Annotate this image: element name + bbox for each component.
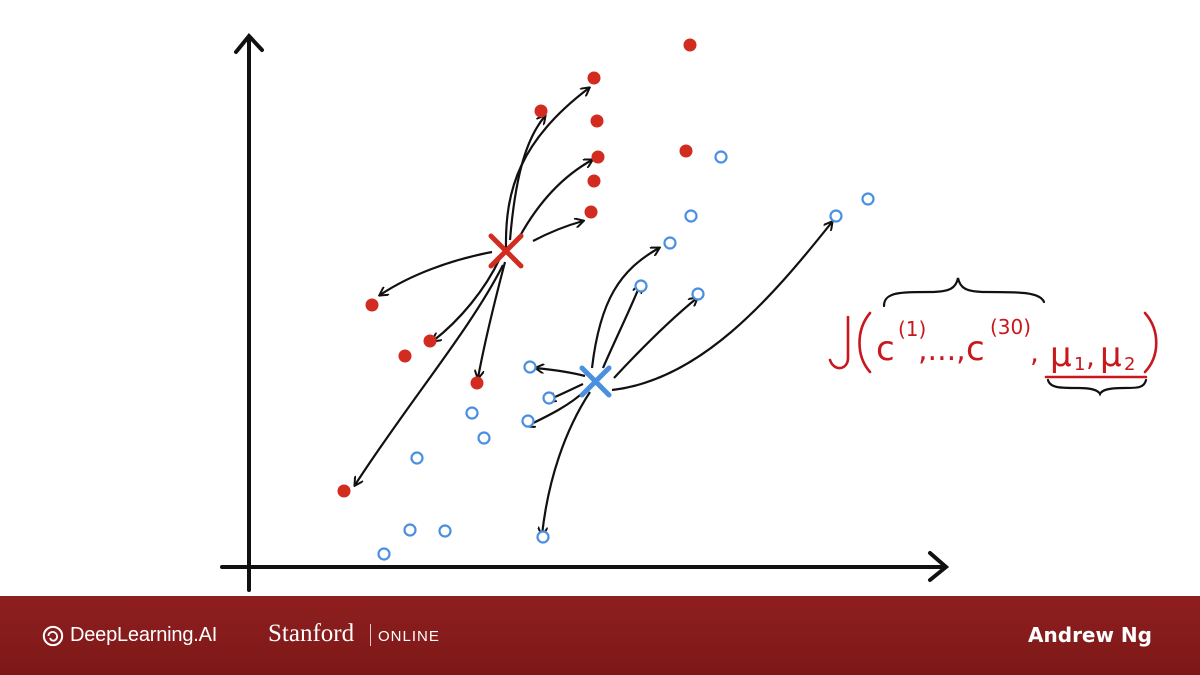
arrow-red-6 bbox=[433, 257, 501, 341]
presenter-name: Andrew Ng bbox=[1028, 623, 1152, 647]
cost-function-annotation bbox=[828, 311, 1158, 379]
deeplearning-ai-logo-icon bbox=[42, 625, 64, 646]
online-wordmark: ONLINE bbox=[378, 628, 440, 645]
red-point bbox=[337, 484, 351, 498]
red-point bbox=[587, 71, 601, 85]
formula-J bbox=[828, 315, 850, 370]
arrow-blue-8 bbox=[542, 391, 591, 535]
arrow-blue-2 bbox=[601, 285, 640, 369]
x-axis-arrowhead bbox=[928, 551, 950, 582]
blue-point bbox=[829, 209, 843, 223]
red-point bbox=[587, 174, 601, 188]
blue-point bbox=[477, 431, 491, 445]
whiteboard-canvas: c (1) ,..., c (30) , μ 1 , μ 2 bbox=[220, 32, 1158, 592]
cluster1-points bbox=[337, 38, 697, 498]
blue-point bbox=[663, 236, 677, 250]
deeplearning-ai-text: DeepLearning.AI bbox=[70, 624, 218, 646]
axes bbox=[220, 32, 950, 592]
arrow-red-3 bbox=[519, 160, 592, 237]
red-point bbox=[534, 104, 548, 118]
blue-point bbox=[542, 391, 556, 405]
arrow-red-4 bbox=[532, 221, 583, 242]
red-centroid-arrows bbox=[355, 88, 592, 485]
formula-ellipsis: ,..., bbox=[918, 333, 966, 368]
red-point bbox=[398, 349, 412, 363]
blue-point bbox=[634, 279, 648, 293]
red-x-centroid bbox=[488, 233, 524, 269]
blue-point bbox=[691, 287, 705, 301]
formula-mu2-sub: 2 bbox=[1124, 354, 1135, 375]
formula-comma2: , bbox=[1086, 340, 1095, 373]
formula-sup30: (30) bbox=[990, 315, 1031, 339]
arrow-blue-1 bbox=[590, 248, 659, 369]
y-axis-arrowhead bbox=[234, 32, 264, 54]
top-brace bbox=[882, 277, 1046, 308]
red-point bbox=[683, 38, 697, 52]
red-point bbox=[590, 114, 604, 128]
arrow-red-7 bbox=[478, 261, 507, 378]
arrow-blue-5 bbox=[536, 368, 586, 378]
stanford-wordmark: Stanford bbox=[268, 620, 355, 647]
braces bbox=[882, 277, 1148, 397]
blue-point bbox=[861, 192, 875, 206]
arrow-blue-3 bbox=[613, 298, 697, 379]
formula-mu1: μ bbox=[1050, 335, 1072, 375]
red-point bbox=[365, 298, 379, 312]
bottom-brace bbox=[1046, 378, 1148, 397]
blue-point bbox=[684, 209, 698, 223]
formula-c1: c bbox=[876, 329, 895, 369]
blue-point bbox=[536, 530, 550, 544]
blue-point bbox=[377, 547, 391, 561]
formula-close-paren bbox=[1143, 311, 1158, 374]
arrow-red-5 bbox=[380, 250, 493, 295]
blue-point bbox=[403, 523, 417, 537]
red-point bbox=[591, 150, 605, 164]
blue-point bbox=[410, 451, 424, 465]
deeplearning-ai-logo: DeepLearning.AI bbox=[42, 624, 217, 647]
blue-point bbox=[714, 150, 728, 164]
blue-centroid-arrows bbox=[527, 222, 832, 535]
blue-point bbox=[438, 524, 452, 538]
cluster2-points bbox=[377, 150, 875, 561]
red-point bbox=[679, 144, 693, 158]
arrow-red-8 bbox=[355, 264, 504, 485]
formula-text: c (1) ,..., c (30) , μ 1 , μ 2 bbox=[876, 315, 1135, 375]
formula-open-paren bbox=[858, 311, 872, 374]
blue-x-centroid bbox=[579, 365, 612, 398]
blue-point bbox=[521, 414, 535, 428]
blue-point bbox=[465, 406, 479, 420]
red-point bbox=[423, 334, 437, 348]
formula-c30: c bbox=[966, 329, 985, 369]
course-footer: DeepLearning.AI Stanford ONLINE Andrew N… bbox=[0, 596, 1200, 675]
arrow-blue-4 bbox=[611, 222, 832, 392]
arrow-red-2 bbox=[508, 116, 545, 241]
formula-comma: , bbox=[1030, 336, 1039, 369]
formula-sup1: (1) bbox=[898, 317, 926, 341]
formula-mu1-sub: 1 bbox=[1074, 354, 1085, 375]
brand-divider bbox=[370, 624, 371, 646]
formula-mu2: μ bbox=[1100, 335, 1122, 375]
red-point bbox=[584, 205, 598, 219]
blue-point bbox=[523, 360, 537, 374]
red-point bbox=[470, 376, 484, 390]
